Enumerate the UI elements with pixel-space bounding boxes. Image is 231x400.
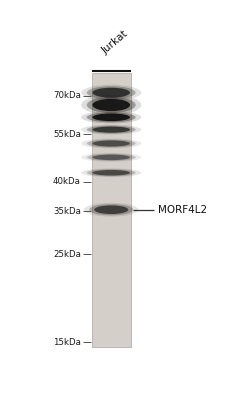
Ellipse shape (87, 112, 136, 122)
Text: Jurkat: Jurkat (100, 28, 130, 56)
Ellipse shape (92, 154, 130, 160)
Ellipse shape (92, 114, 130, 121)
Ellipse shape (81, 138, 141, 148)
Ellipse shape (87, 97, 136, 113)
Ellipse shape (87, 169, 136, 176)
Text: 15kDa: 15kDa (53, 338, 81, 347)
Ellipse shape (92, 126, 130, 133)
Ellipse shape (92, 140, 130, 146)
FancyBboxPatch shape (91, 73, 131, 347)
Ellipse shape (87, 86, 136, 99)
Ellipse shape (87, 154, 136, 161)
Ellipse shape (81, 153, 141, 162)
Text: 70kDa: 70kDa (53, 91, 81, 100)
Text: 40kDa: 40kDa (53, 178, 81, 186)
Ellipse shape (81, 168, 141, 177)
Ellipse shape (81, 111, 141, 124)
Text: 35kDa: 35kDa (53, 207, 81, 216)
Ellipse shape (87, 140, 136, 148)
Ellipse shape (92, 99, 130, 111)
Ellipse shape (89, 204, 133, 215)
Ellipse shape (81, 125, 141, 134)
Text: MORF4L2: MORF4L2 (158, 205, 207, 215)
Ellipse shape (92, 88, 130, 98)
Ellipse shape (92, 170, 130, 176)
Ellipse shape (81, 95, 141, 115)
Ellipse shape (94, 205, 128, 214)
Text: 25kDa: 25kDa (53, 250, 81, 259)
Ellipse shape (87, 126, 136, 134)
Text: 55kDa: 55kDa (53, 130, 81, 139)
Ellipse shape (81, 85, 141, 100)
Ellipse shape (84, 203, 138, 216)
